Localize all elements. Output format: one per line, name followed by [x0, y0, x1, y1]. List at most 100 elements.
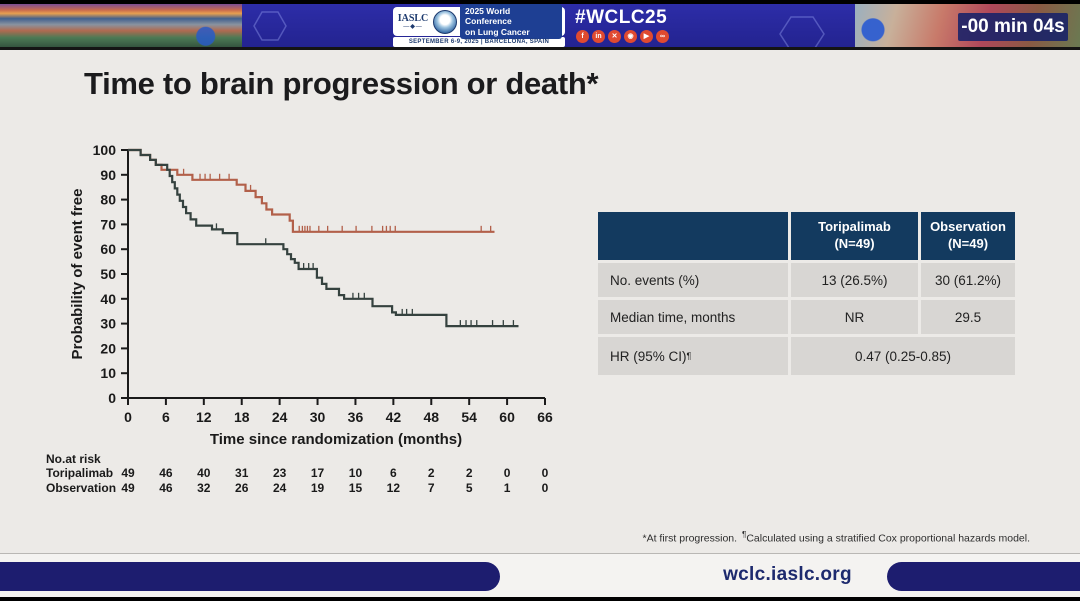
slide: Time to brain progression or death* 0 10 2… [0, 50, 1080, 553]
curve-toripalimab [128, 148, 495, 233]
svg-text:60: 60 [499, 409, 515, 425]
events-observation-value: 30 (61.2%) [921, 263, 1015, 297]
at-risk-count: 49 [121, 481, 135, 495]
at-risk-count: 31 [235, 466, 249, 480]
svg-text:12: 12 [196, 409, 212, 425]
observation-header-n: (N=49) [947, 236, 989, 251]
svg-text:90: 90 [100, 167, 116, 183]
linkedin-icon: in [592, 30, 605, 43]
kaplan-meier-chart: 0 10 20 30 40 50 60 70 80 90 100 0 6 12 18 24 30 36 42 48 54… [69, 142, 553, 448]
at-risk-count: 23 [272, 466, 287, 480]
at-risk-count: 12 [386, 481, 401, 495]
row-label-median-time: Median time, months [598, 300, 788, 334]
footer-pill-right [887, 562, 1080, 591]
at-risk-count: 15 [348, 481, 363, 495]
hr-label-sup: ¶ [686, 351, 692, 361]
at-risk-count: 10 [348, 466, 363, 480]
row-label-hr: HR (95% CI) ¶ [598, 337, 788, 375]
results-header-toripalimab: Toripalimab (N=49) [791, 212, 918, 260]
results-header-empty [598, 212, 788, 260]
footer-pill-left [0, 562, 500, 591]
svg-text:10: 10 [100, 365, 116, 381]
svg-text:30: 30 [100, 316, 116, 332]
conference-title-line2: on Lung Cancer [465, 26, 530, 37]
footnote-pilcrow: ¶ [742, 530, 747, 539]
svg-text:48: 48 [423, 409, 439, 425]
at-risk-count: 49 [121, 466, 135, 480]
svg-text:30: 30 [310, 409, 326, 425]
at-risk-count: 0 [541, 466, 549, 480]
footer-url: wclc.iaslc.org [723, 564, 852, 585]
at-risk-count: 1 [503, 481, 511, 495]
svg-text:36: 36 [348, 409, 364, 425]
results-header-observation: Observation (N=49) [921, 212, 1015, 260]
at-risk-count: 17 [310, 466, 325, 480]
footer-bar: wclc.iaslc.org [0, 553, 1080, 597]
svg-text:0: 0 [124, 409, 132, 425]
events-toripalimab-value: 13 (26.5%) [791, 263, 918, 297]
bottom-black-strip [0, 597, 1080, 601]
instagram-icon: ◉ [624, 30, 637, 43]
iaslc-logo-text: IASLC [397, 12, 429, 24]
at-risk-count: 5 [465, 481, 473, 495]
slide-title: Time to brain progression or death* [84, 66, 599, 101]
at-risk-count: 0 [503, 466, 511, 480]
svg-text:18: 18 [234, 409, 250, 425]
svg-text:50: 50 [100, 266, 116, 282]
svg-text:Time since randomization (mont: Time since randomization (months) [210, 431, 462, 448]
at-risk-count: 32 [197, 481, 211, 495]
toripalimab-header-n: (N=49) [834, 236, 875, 251]
conference-title-line1: 2025 World Conference [465, 6, 512, 27]
at-risk-count: 2 [465, 466, 473, 480]
at-risk-count: 19 [310, 481, 325, 495]
svg-text:54: 54 [461, 409, 477, 425]
conference-dates: SEPTEMBER 6-9, 2025 | BARCELONA, SPAIN [393, 37, 565, 47]
x-icon: ✕ [608, 30, 621, 43]
at-risk-count: 24 [272, 481, 287, 495]
at-risk-count: 26 [235, 481, 249, 495]
svg-text:0: 0 [108, 390, 116, 406]
median-toripalimab-value: NR [791, 300, 918, 334]
svg-text:24: 24 [272, 409, 288, 425]
svg-text:42: 42 [386, 409, 402, 425]
svg-text:Probability of event free: Probability of event free [69, 189, 86, 360]
at-risk-count: 46 [159, 466, 173, 480]
svg-text:20: 20 [100, 340, 116, 356]
at-risk-count: 0 [541, 481, 549, 495]
at-risk-count: 46 [159, 481, 173, 495]
footnote-asterisk-part: *At first progression. [642, 532, 738, 545]
svg-text:60: 60 [100, 241, 116, 257]
iaslc-logo-rule: —◆— [403, 23, 423, 30]
hashtag: #WCLC25 [575, 7, 668, 28]
at-risk-count: 2 [427, 466, 435, 480]
banner-divider [0, 47, 1080, 50]
iaslc-logo: IASLC —◆— [396, 12, 430, 30]
hr-label-text: HR (95% CI) [610, 348, 687, 364]
svg-text:80: 80 [100, 192, 116, 208]
facebook-icon: f [576, 30, 589, 43]
row-label-events: No. events (%) [598, 263, 788, 297]
results-table: Toripalimab (N=49) Observation (N=49) No… [598, 212, 1015, 375]
link-icon: ∞ [656, 30, 669, 43]
wclc-logo-badge: IASLC —◆— 2025 World Conference on Lung … [393, 4, 565, 47]
hexagon-decoration [253, 11, 825, 47]
barcelona-photo-left [0, 4, 242, 47]
svg-text:70: 70 [100, 216, 116, 232]
footnote-cox-part: Calculated using a stratified Cox propor… [746, 532, 1030, 545]
median-observation-value: 29.5 [921, 300, 1015, 334]
social-icons-row: f in ✕ ◉ ▶ ∞ [576, 30, 669, 43]
observation-header-name: Observation [930, 219, 1006, 235]
youtube-icon: ▶ [640, 30, 653, 43]
at-risk-row-label: Toripalimab [46, 466, 114, 480]
at-risk-count: 7 [427, 481, 435, 495]
conference-title: 2025 World Conference on Lung Cancer [460, 4, 562, 39]
at-risk-row-label: Observation [46, 481, 117, 495]
hr-value: 0.47 (0.25-0.85) [791, 337, 1015, 375]
slide-footnote: *At first progression. ¶Calculated using … [643, 530, 1031, 545]
at-risk-count: 6 [390, 466, 397, 480]
at-risk-title: No.at risk [46, 452, 101, 466]
globe-emblem-icon [433, 9, 457, 34]
svg-text:66: 66 [537, 409, 553, 425]
conference-banner: IASLC —◆— 2025 World Conference on Lung … [0, 4, 1080, 47]
